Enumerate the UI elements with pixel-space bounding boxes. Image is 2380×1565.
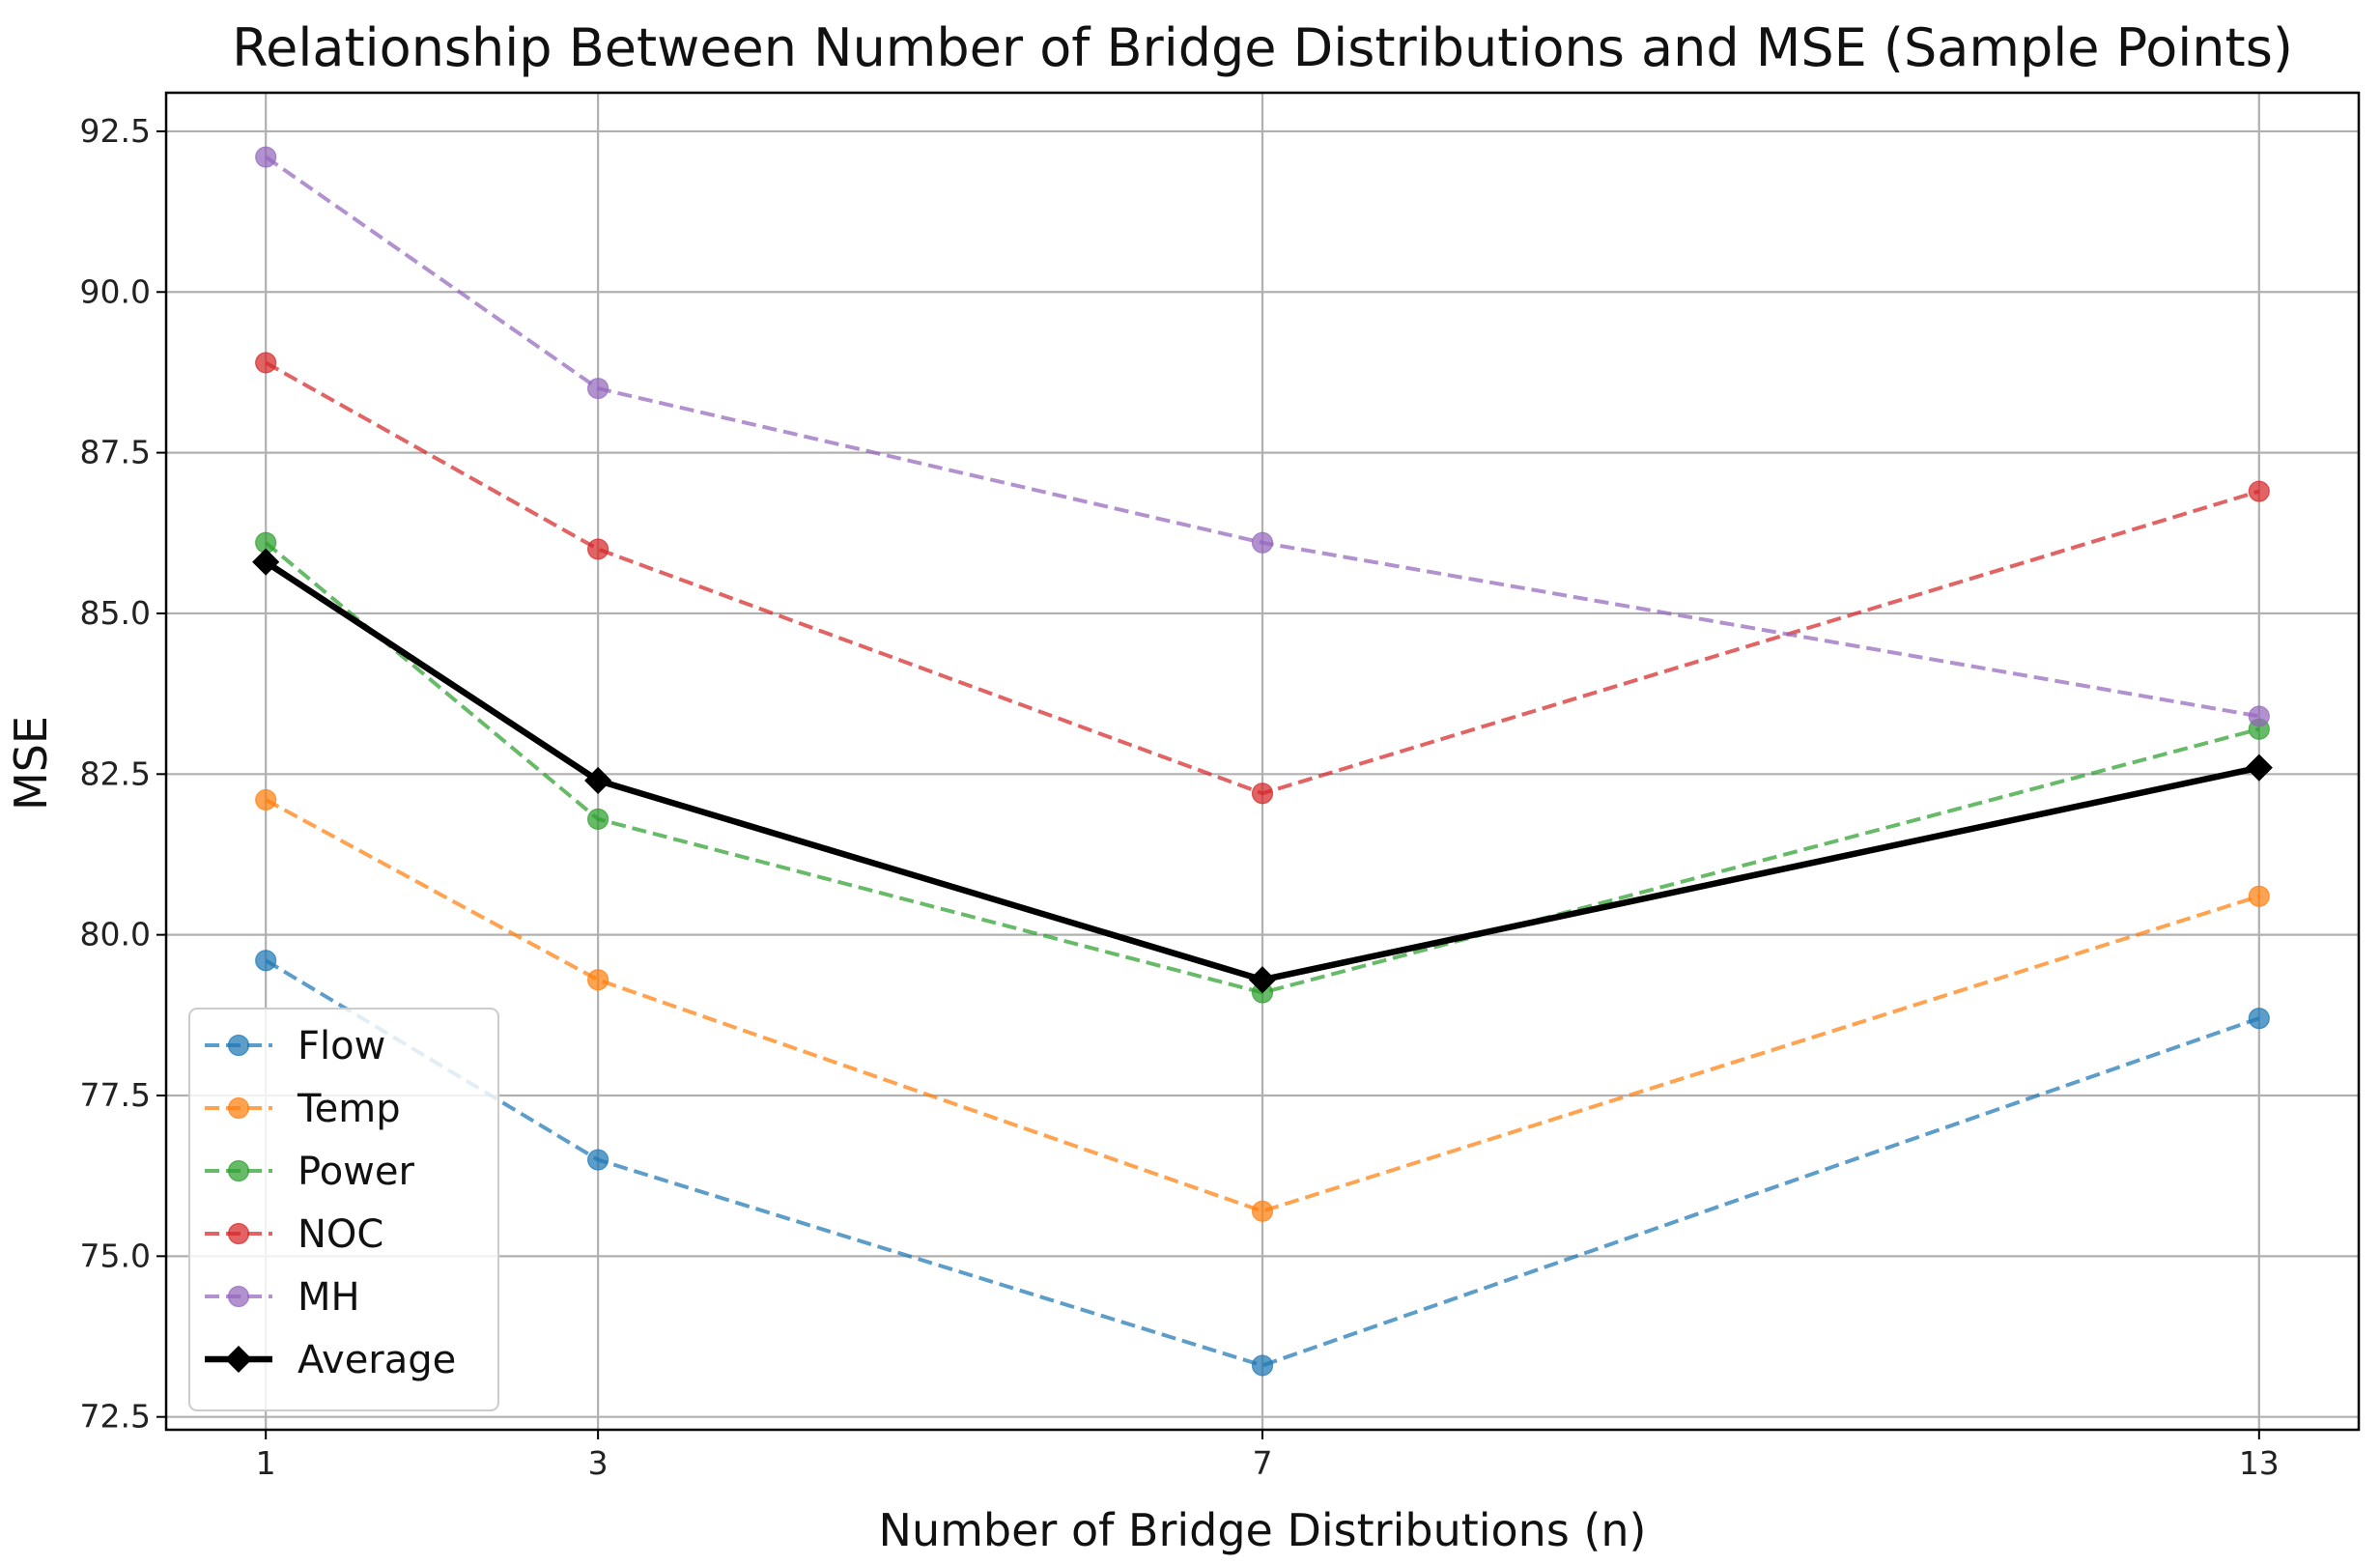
y-tick-label: 85.0 bbox=[80, 594, 151, 632]
series-temp bbox=[255, 788, 2270, 1222]
y-tick-label: 92.5 bbox=[80, 112, 151, 150]
data-point-mh bbox=[587, 377, 609, 400]
data-point-noc bbox=[1251, 782, 1274, 805]
legend-label-average: Average bbox=[298, 1338, 456, 1382]
chart-title: Relationship Between Number of Bridge Di… bbox=[232, 17, 2293, 78]
legend-label-power: Power bbox=[298, 1150, 414, 1194]
y-tick-label: 77.5 bbox=[80, 1076, 151, 1114]
data-point-power bbox=[587, 808, 609, 830]
data-point-average bbox=[1248, 966, 1277, 994]
data-point-flow bbox=[255, 950, 277, 972]
data-point-flow bbox=[587, 1149, 609, 1171]
axes: 72.575.077.580.082.585.087.590.092.51 3 7 1… bbox=[80, 112, 2280, 1482]
x-axis-title: Number of Bridge Distributions (n) bbox=[879, 1504, 1647, 1556]
x-tick-label: 7 bbox=[1253, 1444, 1273, 1482]
y-tick-label: 90.0 bbox=[80, 272, 151, 310]
data-point-mh bbox=[1251, 531, 1274, 554]
y-axis-title: MSE bbox=[5, 716, 57, 811]
data-point-temp bbox=[255, 788, 277, 811]
legend-item-power[interactable]: Power bbox=[205, 1150, 414, 1194]
data-point-mh bbox=[2248, 705, 2270, 727]
y-tick-label: 72.5 bbox=[80, 1398, 151, 1436]
series-noc bbox=[255, 352, 2270, 805]
legend-marker-mh bbox=[227, 1285, 250, 1308]
data-point-noc bbox=[255, 352, 277, 374]
legend-frame bbox=[188, 1008, 499, 1411]
legend-item-average[interactable]: Average bbox=[205, 1338, 456, 1382]
legend-marker-average bbox=[224, 1345, 253, 1374]
y-tick-label: 75.0 bbox=[80, 1237, 151, 1274]
series-line-temp bbox=[265, 798, 2260, 1213]
data-point-temp bbox=[1251, 1200, 1274, 1222]
series-line-mh bbox=[265, 155, 2260, 719]
data-point-noc bbox=[2248, 480, 2270, 502]
legend-label-temp: Temp bbox=[297, 1087, 401, 1131]
x-tick-label: 1 bbox=[256, 1444, 276, 1482]
data-point-flow bbox=[1251, 1354, 1274, 1377]
legend[interactable]: Flow Temp Power NOC MH Average bbox=[188, 1008, 499, 1411]
legend-marker-noc bbox=[227, 1222, 250, 1245]
legend-item-noc[interactable]: NOC bbox=[205, 1212, 383, 1257]
data-point-temp bbox=[587, 969, 609, 991]
legend-marker-flow bbox=[227, 1034, 250, 1057]
legend-item-temp[interactable]: Temp bbox=[205, 1087, 401, 1131]
data-point-average bbox=[252, 548, 280, 576]
x-tick-label: 13 bbox=[2239, 1444, 2280, 1482]
data-point-temp bbox=[2248, 885, 2270, 907]
data-point-average bbox=[2245, 754, 2273, 782]
legend-item-mh[interactable]: MH bbox=[205, 1275, 360, 1320]
series-average bbox=[252, 548, 2273, 994]
legend-item-flow[interactable]: Flow bbox=[205, 1024, 385, 1068]
data-point-mh bbox=[255, 146, 277, 168]
legend-marker-power bbox=[227, 1159, 250, 1182]
legend-label-noc: NOC bbox=[298, 1212, 383, 1257]
y-tick-label: 80.0 bbox=[80, 916, 151, 953]
legend-label-mh: MH bbox=[298, 1275, 360, 1320]
legend-marker-temp bbox=[227, 1096, 250, 1120]
series-line-power bbox=[264, 541, 2260, 995]
series-line-noc bbox=[265, 360, 2260, 796]
y-tick-label: 82.5 bbox=[80, 754, 151, 792]
y-tick-label: 87.5 bbox=[80, 434, 151, 471]
series-mh bbox=[255, 146, 2270, 727]
data-point-flow bbox=[2248, 1008, 2270, 1030]
data-point-noc bbox=[587, 538, 609, 560]
series-line-average bbox=[264, 559, 2260, 983]
data-point-average bbox=[584, 766, 612, 795]
legend-label-flow: Flow bbox=[298, 1024, 385, 1068]
x-tick-label: 3 bbox=[588, 1444, 609, 1482]
